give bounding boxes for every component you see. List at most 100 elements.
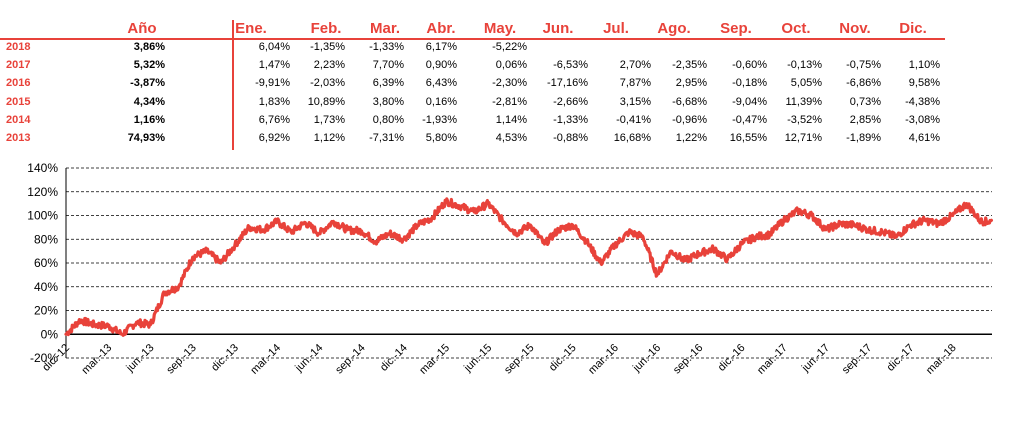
x-tick-label: sep.-15 [502, 342, 536, 376]
header-cell: Jun. [542, 20, 574, 37]
row-month-return: 6,92% [258, 132, 290, 144]
row-month-return: -0,96% [672, 113, 707, 126]
header-cell: Mar. [369, 20, 400, 37]
row-month-return: -3,52% [787, 113, 822, 126]
row-month-return: -2,30% [492, 77, 527, 90]
y-tick-label: 120% [27, 185, 58, 199]
row-month-return: -1,93% [422, 113, 457, 126]
row-month-return: 5,80% [425, 132, 457, 144]
row-year: 2016 [6, 77, 31, 90]
row-month-return: -9,91% [255, 77, 290, 90]
row-month-return: -0,60% [732, 59, 767, 72]
row-month-return: 1,12% [313, 132, 345, 144]
row-month-return: 0,90% [425, 59, 457, 72]
row-month-return: -7,31% [369, 132, 404, 144]
row-month-return: 3,15% [619, 95, 651, 108]
chart-axes [65, 168, 992, 358]
header-cell: Jul. [603, 20, 629, 37]
row-month-return: 6,39% [372, 77, 404, 90]
row-month-return: 6,17% [425, 41, 457, 53]
x-tick-label: mar.-14 [248, 342, 283, 377]
row-month-return: 1,73% [313, 113, 345, 126]
row-month-return: -1,35% [310, 41, 345, 53]
row-annual-return: 4,34% [133, 95, 165, 108]
row-month-return: 1,22% [675, 132, 707, 144]
row-month-return: 7,70% [372, 59, 404, 72]
row-month-return: -0,75% [846, 59, 881, 72]
row-month-return: 4,61% [908, 132, 940, 144]
y-axis-tick-labels: -20% 0% 20% 40% 60% 80% 100% 120% 140% [27, 161, 58, 365]
row-month-return: 2,95% [675, 77, 707, 90]
row-month-return: 2,85% [849, 113, 881, 126]
row-month-return: -0,88% [553, 132, 588, 144]
x-tick-label: mar.-15 [417, 342, 452, 377]
row-month-return: -2,03% [310, 77, 345, 90]
performance-line-chart: -20% 0% 20% 40% 60% 80% 100% 120% 140% dic.-12 ma… [27, 161, 993, 377]
header-cell: Sep. [720, 20, 752, 37]
header-cell: Nov. [839, 20, 871, 37]
row-month-return: 1,14% [495, 113, 527, 126]
row-month-return: -0,13% [787, 59, 822, 72]
row-month-return: 1,47% [258, 59, 290, 72]
row-year: 2018 [6, 41, 31, 53]
y-tick-label: 140% [27, 161, 58, 175]
row-annual-return: 74,93% [127, 132, 165, 144]
returns-table: Año Ene. Feb. Mar. Abr. May. Jun. Jul. Ago. Sep. O… [0, 0, 1024, 160]
row-month-return: 6,76% [258, 113, 290, 126]
row-month-return: -0,47% [732, 113, 767, 126]
row-month-return: -6,86% [846, 77, 881, 90]
row-month-return: -3,08% [905, 113, 940, 126]
header-cell: Ene. [235, 20, 267, 37]
y-tick-label: 100% [27, 209, 58, 223]
header-cell: May. [483, 20, 517, 37]
row-year: 2013 [6, 132, 31, 144]
row-annual-return: 3,86% [133, 41, 165, 53]
header-cell: Feb. [310, 20, 342, 37]
row-month-return: -17,16% [547, 77, 588, 90]
y-tick-label: 60% [34, 256, 58, 270]
row-month-return: -1,33% [553, 113, 588, 126]
x-tick-label: sep.-17 [840, 342, 874, 376]
row-month-return: -4,38% [905, 95, 940, 108]
row-annual-return: 5,32% [133, 59, 165, 72]
header-cell: Dic. [899, 20, 927, 37]
header-cell: Abr. [426, 20, 456, 37]
y-tick-label: -20% [30, 351, 58, 365]
row-month-return: -2,81% [492, 95, 527, 108]
row-month-return: 11,39% [785, 95, 823, 108]
row-month-return: 16,55% [729, 132, 767, 144]
header-cell: Año [127, 20, 157, 37]
row-month-return: -1,89% [846, 132, 881, 144]
row-month-return: -6,53% [553, 59, 588, 72]
row-month-return: 1,10% [908, 59, 940, 72]
y-tick-label: 20% [34, 304, 58, 318]
x-tick-label: sep.-14 [333, 342, 367, 376]
row-month-return: -0,41% [616, 113, 651, 126]
row-month-return: -2,35% [672, 59, 707, 72]
y-tick-label: 80% [34, 232, 58, 246]
row-year: 2015 [6, 95, 31, 108]
row-month-return: 6,04% [258, 41, 290, 53]
row-month-return: 0,73% [849, 95, 881, 108]
row-month-return: 16,68% [613, 132, 651, 144]
row-month-return: 5,05% [790, 77, 822, 90]
x-tick-label: sep.-16 [671, 342, 705, 376]
x-tick-label: mar.-17 [755, 342, 790, 377]
y-tick-label: 40% [34, 280, 58, 294]
row-month-return: 0,06% [495, 59, 527, 72]
y-tick-label: 0% [41, 327, 59, 341]
row-month-return: 9,58% [908, 77, 940, 90]
row-month-return: 2,70% [619, 59, 651, 72]
chart-gridlines [66, 167, 992, 359]
row-month-return: 12,71% [784, 132, 822, 144]
row-month-return: 1,83% [258, 95, 290, 108]
row-year: 2017 [6, 59, 31, 72]
row-month-return: -1,33% [369, 41, 404, 53]
x-tick-label: sep.-13 [164, 342, 198, 376]
row-month-return: -6,68% [672, 95, 707, 108]
x-tick-label: mar.-13 [79, 342, 114, 377]
row-month-return: -9,04% [732, 95, 767, 108]
row-month-return: -0,18% [732, 77, 767, 90]
x-tick-label: mar.-18 [924, 342, 959, 377]
x-tick-label: mar.-16 [586, 342, 621, 377]
